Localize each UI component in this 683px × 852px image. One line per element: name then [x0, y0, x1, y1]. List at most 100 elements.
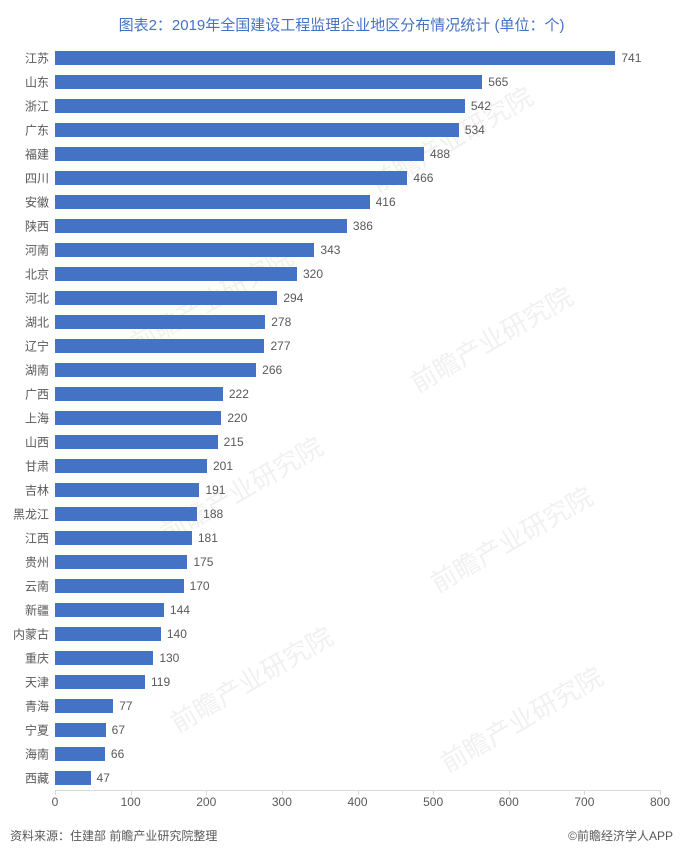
bar	[55, 435, 218, 449]
bar	[55, 75, 482, 89]
bar-value-label: 175	[193, 555, 213, 569]
bar-row: 海南66	[55, 742, 660, 766]
bar-value-label: 220	[227, 411, 247, 425]
bar-value-label: 416	[376, 195, 396, 209]
bar	[55, 747, 105, 761]
x-tick-label: 400	[347, 795, 367, 809]
bar	[55, 243, 314, 257]
x-tick-label: 300	[272, 795, 292, 809]
bar-row: 四川466	[55, 166, 660, 190]
bar-row: 西藏47	[55, 766, 660, 790]
bar-row: 江西181	[55, 526, 660, 550]
bar	[55, 315, 265, 329]
category-label: 海南	[25, 746, 49, 763]
category-label: 安徽	[25, 194, 49, 211]
x-tick-label: 0	[52, 795, 59, 809]
bar-value-label: 222	[229, 387, 249, 401]
category-label: 广东	[25, 122, 49, 139]
bar-row: 安徽416	[55, 190, 660, 214]
bar-row: 黑龙江188	[55, 502, 660, 526]
bar	[55, 51, 615, 65]
bar-row: 湖北278	[55, 310, 660, 334]
source-text: 资料来源：住建部 前瞻产业研究院整理	[10, 827, 217, 844]
category-label: 云南	[25, 578, 49, 595]
bar-row: 河南343	[55, 238, 660, 262]
category-label: 陕西	[25, 218, 49, 235]
category-label: 重庆	[25, 650, 49, 667]
bar-value-label: 565	[488, 75, 508, 89]
bar-value-label: 140	[167, 627, 187, 641]
category-label: 青海	[25, 698, 49, 715]
bar-value-label: 77	[119, 699, 132, 713]
chart-title: 图表2：2019年全国建设工程监理企业地区分布情况统计 (单位：个)	[0, 0, 683, 45]
bar	[55, 363, 256, 377]
bar-row: 重庆130	[55, 646, 660, 670]
bar-value-label: 188	[203, 507, 223, 521]
bar-row: 青海77	[55, 694, 660, 718]
bar-value-label: 67	[112, 723, 125, 737]
category-label: 辽宁	[25, 338, 49, 355]
bar-row: 山东565	[55, 70, 660, 94]
bar-value-label: 542	[471, 99, 491, 113]
bar	[55, 411, 221, 425]
bar	[55, 219, 347, 233]
bar	[55, 459, 207, 473]
category-label: 北京	[25, 266, 49, 283]
bar	[55, 267, 297, 281]
x-tick-label: 200	[196, 795, 216, 809]
category-label: 贵州	[25, 554, 49, 571]
bar-value-label: 119	[151, 675, 170, 689]
bar	[55, 147, 424, 161]
bar-row: 河北294	[55, 286, 660, 310]
category-label: 新疆	[25, 602, 49, 619]
x-tick-label: 800	[650, 795, 670, 809]
bar-value-label: 386	[353, 219, 373, 233]
category-label: 福建	[25, 146, 49, 163]
bar	[55, 99, 465, 113]
bar	[55, 723, 106, 737]
bar	[55, 699, 113, 713]
bar-row: 福建488	[55, 142, 660, 166]
bar-value-label: 181	[198, 531, 218, 545]
category-label: 山西	[25, 434, 49, 451]
bar-value-label: 320	[303, 267, 323, 281]
bar-value-label: 294	[283, 291, 303, 305]
category-label: 浙江	[25, 98, 49, 115]
bar	[55, 627, 161, 641]
category-label: 山东	[25, 74, 49, 91]
category-label: 江苏	[25, 50, 49, 67]
bar-value-label: 201	[213, 459, 233, 473]
bar-value-label: 277	[270, 339, 290, 353]
bar-row: 陕西386	[55, 214, 660, 238]
bar	[55, 171, 407, 185]
category-label: 广西	[25, 386, 49, 403]
bar	[55, 651, 153, 665]
bar-value-label: 66	[111, 747, 124, 761]
bar-value-label: 488	[430, 147, 450, 161]
bar-value-label: 130	[159, 651, 179, 665]
brand-text: ©前瞻经济学人APP	[568, 827, 673, 844]
bar-row: 广西222	[55, 382, 660, 406]
x-tick-label: 600	[499, 795, 519, 809]
category-label: 河北	[25, 290, 49, 307]
bar	[55, 291, 277, 305]
category-label: 吉林	[25, 482, 49, 499]
bar-row: 甘肃201	[55, 454, 660, 478]
category-label: 内蒙古	[13, 626, 49, 643]
x-tick-label: 700	[574, 795, 594, 809]
category-label: 湖北	[25, 314, 49, 331]
x-tick-label: 500	[423, 795, 443, 809]
bar-value-label: 47	[97, 771, 110, 785]
bar-row: 北京320	[55, 262, 660, 286]
bar-value-label: 343	[320, 243, 340, 257]
category-label: 黑龙江	[13, 506, 49, 523]
bar-row: 宁夏67	[55, 718, 660, 742]
category-label: 河南	[25, 242, 49, 259]
bar-row: 新疆144	[55, 598, 660, 622]
bar-row: 吉林191	[55, 478, 660, 502]
bar-row: 贵州175	[55, 550, 660, 574]
chart-footer: 资料来源：住建部 前瞻产业研究院整理 ©前瞻经济学人APP	[10, 827, 673, 844]
bar-row: 上海220	[55, 406, 660, 430]
bar	[55, 195, 370, 209]
bar-value-label: 466	[413, 171, 433, 185]
